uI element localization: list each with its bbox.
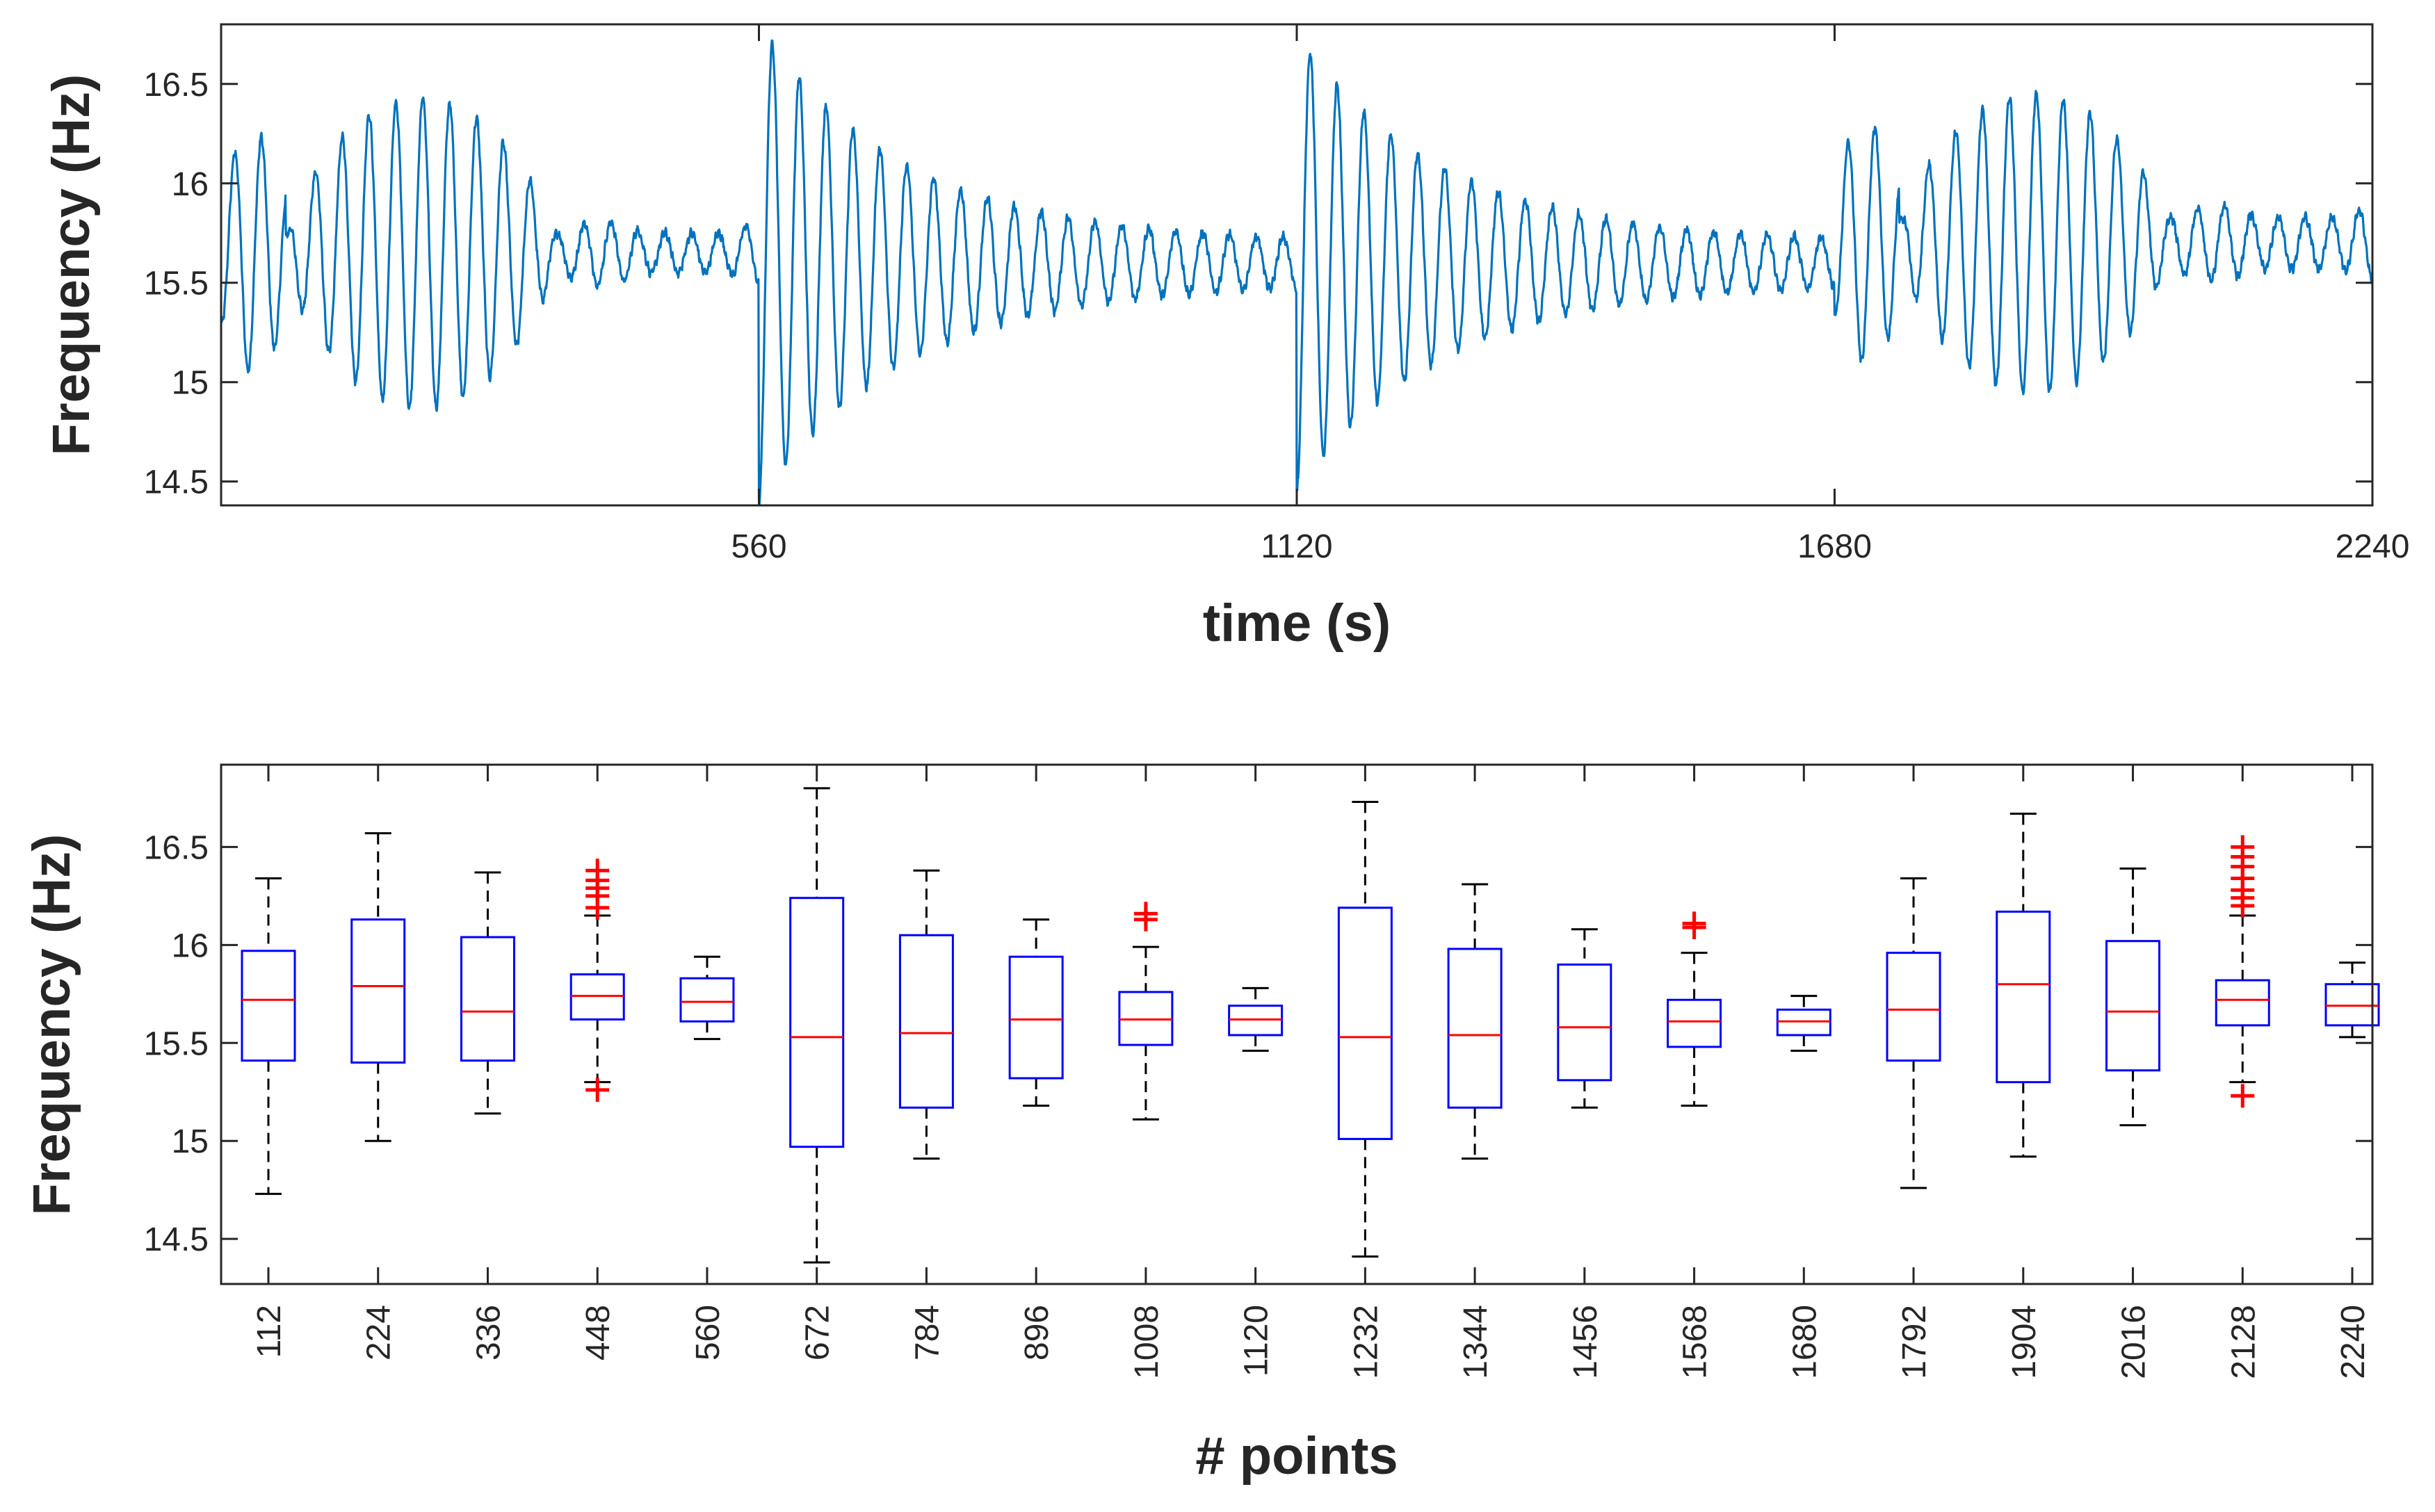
- outlier-marker: [2231, 1084, 2255, 1108]
- bottom-x-tick-label: 2240: [2335, 1305, 2372, 1379]
- top-time-series-chart: 14.5 15 15.5 16 16.5 560 1120 1680 2240 time (s…: [42, 23, 2409, 653]
- top-y-tick-label: 14.5: [144, 464, 209, 501]
- box-896: [1008, 918, 1064, 1107]
- top-y-tick-label: 15.5: [144, 266, 209, 302]
- interquartile-box: [1667, 998, 1722, 1048]
- bottom-x-tick-label: 1120: [1238, 1305, 1275, 1376]
- bottom-x-tick-label: 336: [470, 1305, 507, 1360]
- outlier-marker: [1133, 902, 1158, 926]
- bottom-x-axis-ticks: 112 224 336 448 560 672 784 896 1008 1120 1232 1344…: [251, 765, 2372, 1379]
- interquartile-box: [1008, 955, 1064, 1080]
- top-x-axis-ticks: 560 1120 1680 2240: [731, 24, 2409, 565]
- bottom-x-tick-label: 1232: [1348, 1305, 1384, 1379]
- box-1904: [1996, 812, 2051, 1158]
- bottom-x-axis-label: # points: [1195, 1426, 1398, 1486]
- bottom-y-axis-label: Frequency (Hz): [22, 834, 81, 1216]
- box-784: [898, 869, 954, 1160]
- bottom-x-tick-label: 1008: [1128, 1305, 1165, 1379]
- interquartile-box: [1886, 952, 1941, 1062]
- interquartile-box: [241, 950, 296, 1062]
- interquartile-box: [2105, 940, 2161, 1072]
- top-y-axis-label: Frequency (Hz): [42, 74, 101, 456]
- box-224: [350, 832, 406, 1142]
- bottom-x-tick-label: 672: [800, 1305, 836, 1360]
- box-336: [460, 871, 515, 1115]
- bottom-x-tick-label: 560: [690, 1305, 727, 1360]
- bottom-x-tick-label: 1344: [1457, 1305, 1494, 1379]
- top-y-tick-label: 15: [172, 365, 209, 402]
- box-448: [569, 859, 625, 1102]
- box-2240: [2324, 961, 2380, 1039]
- interquartile-box: [679, 977, 735, 1023]
- top-y-axis-ticks: 14.5 15 15.5 16 16.5: [144, 67, 2372, 501]
- box-560: [679, 955, 735, 1041]
- box-672: [789, 787, 845, 1264]
- interquartile-box: [350, 918, 406, 1064]
- box-112: [241, 877, 296, 1195]
- bottom-x-tick-label: 1456: [1567, 1305, 1604, 1379]
- top-x-tick-label: 1120: [1261, 528, 1332, 565]
- bottom-y-tick-label: 16.5: [144, 829, 209, 866]
- top-x-tick-label: 560: [731, 528, 786, 565]
- box-1680: [1776, 995, 1831, 1052]
- bottom-y-tick-label: 15: [172, 1123, 209, 1160]
- bottom-x-tick-label: 448: [580, 1305, 617, 1360]
- bottom-x-tick-label: 2128: [2225, 1305, 2262, 1379]
- bottom-y-tick-label: 15.5: [144, 1025, 209, 1062]
- bottom-x-tick-label: 224: [361, 1305, 398, 1360]
- interquartile-box: [460, 936, 515, 1062]
- bottom-x-tick-label: 1568: [1677, 1305, 1714, 1379]
- bottom-x-tick-label: 112: [251, 1305, 288, 1358]
- top-x-tick-label: 1680: [1797, 528, 1872, 565]
- outlier-marker: [1682, 911, 1706, 936]
- interquartile-box: [1337, 907, 1393, 1140]
- bottom-x-tick-label: 1680: [1786, 1305, 1823, 1379]
- box-plot-series: [241, 787, 2380, 1264]
- box-1120: [1228, 986, 1284, 1052]
- box-1568: [1667, 911, 1722, 1107]
- interquartile-box: [1447, 948, 1503, 1109]
- bottom-y-axis-ticks: 14.5 15 15.5 16 16.5: [144, 829, 2372, 1258]
- bottom-x-tick-label: 1792: [1896, 1305, 1933, 1379]
- top-y-tick-label: 16: [172, 166, 209, 203]
- top-x-tick-label: 2240: [2336, 528, 2410, 565]
- box-1344: [1447, 883, 1503, 1160]
- box-2128: [2215, 835, 2270, 1108]
- outlier-marker: [585, 1078, 610, 1102]
- box-1232: [1337, 801, 1393, 1258]
- bottom-x-tick-label: 2016: [2116, 1305, 2153, 1379]
- box-2016: [2105, 867, 2161, 1127]
- bottom-x-tick-label: 1904: [2006, 1305, 2043, 1379]
- box-1792: [1886, 877, 1941, 1189]
- top-x-axis-label: time (s): [1203, 594, 1391, 653]
- interquartile-box: [2215, 979, 2270, 1027]
- outlier-marker: [585, 859, 610, 883]
- bottom-y-tick-label: 16: [172, 927, 209, 964]
- top-y-tick-label: 16.5: [144, 67, 209, 104]
- outlier-marker: [2231, 835, 2255, 859]
- interquartile-box: [898, 934, 954, 1109]
- box-1456: [1557, 928, 1612, 1109]
- bottom-box-plot-chart: 14.5 15 15.5 16 16.5 112 224 336 448 560 672 784 89…: [22, 763, 2380, 1486]
- interquartile-box: [1557, 964, 1612, 1082]
- bottom-x-tick-label: 896: [1019, 1305, 1055, 1360]
- interquartile-box: [789, 897, 845, 1148]
- interquartile-box: [1996, 910, 2051, 1084]
- bottom-axes-frame: [220, 763, 2374, 1285]
- box-1008: [1118, 902, 1174, 1121]
- bottom-x-tick-label: 784: [909, 1305, 946, 1360]
- bottom-y-tick-label: 14.5: [144, 1221, 209, 1258]
